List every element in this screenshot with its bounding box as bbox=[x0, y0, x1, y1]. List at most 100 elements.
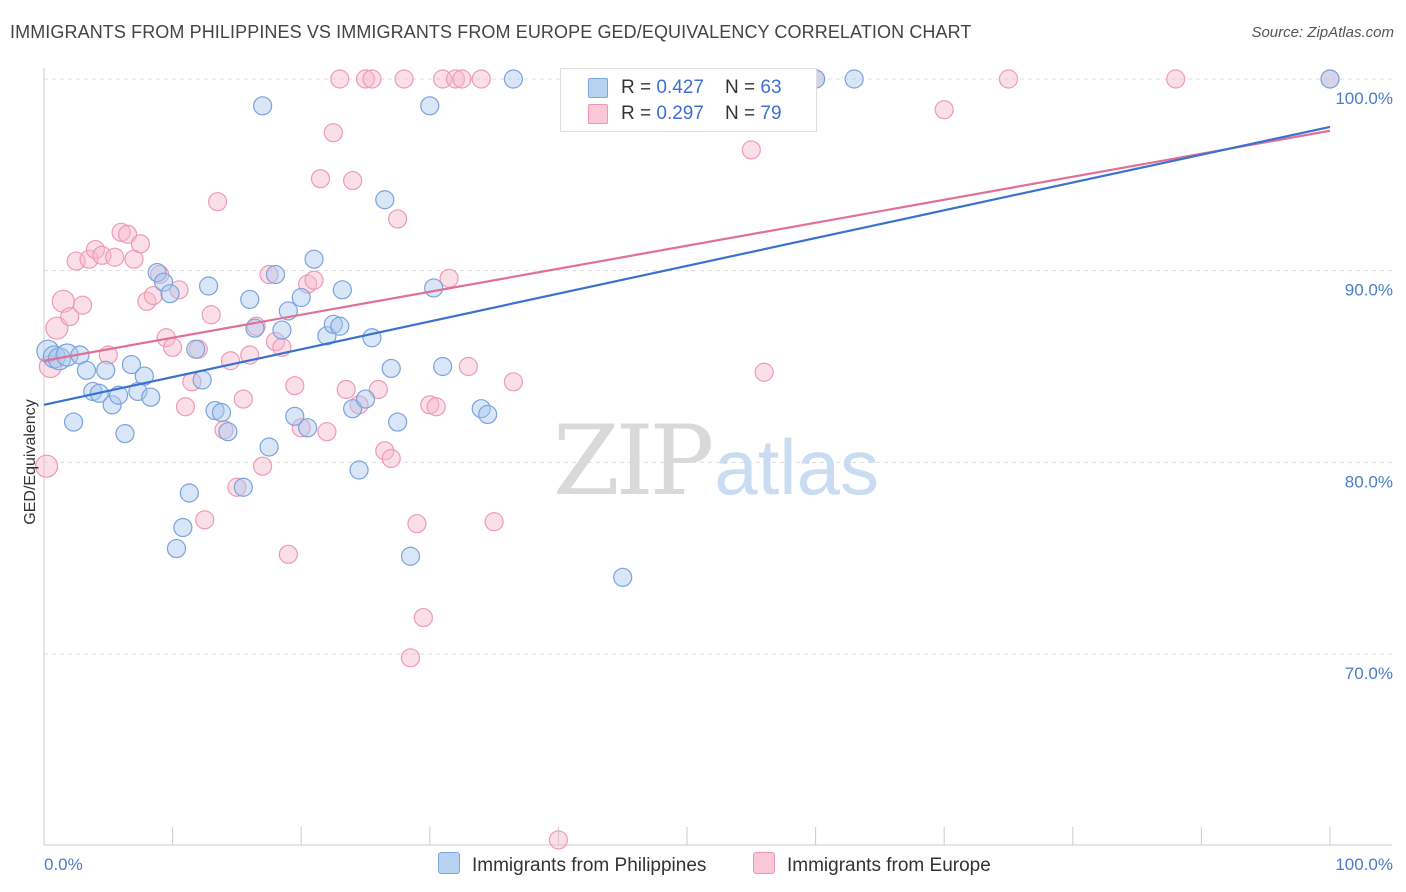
n-label: N = bbox=[725, 103, 761, 124]
philippines-point bbox=[420, 96, 440, 116]
y-tick-label: 90.0% bbox=[1345, 281, 1393, 300]
philippines-point bbox=[166, 538, 187, 559]
chart-title: IMMIGRANTS FROM PHILIPPINES VS IMMIGRANT… bbox=[10, 22, 972, 42]
europe-point bbox=[304, 270, 324, 290]
europe-point bbox=[105, 247, 125, 267]
bottom-legend-philippines: Immigrants from Philippines bbox=[438, 852, 706, 877]
europe-swatch bbox=[753, 852, 775, 874]
philippines-point bbox=[153, 272, 174, 292]
philippines-point bbox=[298, 418, 318, 438]
r-label: R = bbox=[621, 103, 657, 124]
philippines-point bbox=[332, 280, 352, 300]
philippines-point bbox=[272, 320, 292, 340]
philippines-swatch bbox=[438, 852, 460, 874]
trend-lines bbox=[43, 125, 1331, 406]
philippines-point bbox=[362, 328, 382, 348]
europe-point bbox=[163, 337, 183, 357]
philippines-point bbox=[503, 69, 523, 89]
philippines-point bbox=[285, 406, 305, 426]
bottom-legend-europe: Immigrants from Europe bbox=[753, 852, 991, 877]
philippines-trend-line bbox=[43, 125, 1331, 406]
europe-point bbox=[317, 422, 337, 442]
europe-point bbox=[310, 169, 331, 189]
philippines-point bbox=[186, 339, 206, 359]
europe-point bbox=[388, 209, 408, 229]
europe-point bbox=[407, 514, 427, 534]
watermark-zip: ZIP bbox=[553, 405, 714, 517]
europe-point bbox=[208, 192, 228, 212]
grid-lines bbox=[44, 78, 1392, 655]
europe-point bbox=[60, 307, 80, 327]
europe-point bbox=[259, 264, 279, 285]
philippines-point bbox=[478, 404, 498, 425]
philippines-point bbox=[141, 387, 161, 407]
europe-point bbox=[175, 397, 196, 417]
europe-point bbox=[285, 376, 305, 396]
philippines-point bbox=[259, 437, 279, 457]
europe-point bbox=[413, 607, 433, 628]
europe-swatch bbox=[588, 104, 608, 124]
europe-point bbox=[400, 648, 421, 668]
philippines-point bbox=[330, 316, 350, 336]
europe-point bbox=[343, 170, 363, 191]
europe-point bbox=[117, 224, 138, 244]
n-label: N = bbox=[725, 77, 761, 98]
europe-point bbox=[445, 69, 466, 89]
philippines-point bbox=[179, 483, 199, 503]
europe-point bbox=[439, 268, 459, 288]
europe-point bbox=[548, 830, 569, 850]
europe-point bbox=[336, 379, 356, 400]
y-tick-label: 100.0% bbox=[1335, 89, 1393, 108]
philippines-point bbox=[240, 289, 260, 310]
europe-point bbox=[381, 448, 401, 469]
europe-point bbox=[362, 69, 382, 89]
europe-point bbox=[220, 351, 241, 371]
source-label: Source: ZipAtlas.com bbox=[1251, 24, 1394, 41]
x-tick-label-max: 100.0% bbox=[1335, 855, 1393, 874]
x-tick-label-min: 0.0% bbox=[44, 855, 83, 874]
philippines-point bbox=[199, 276, 219, 296]
europe-point bbox=[233, 389, 253, 409]
europe-point bbox=[130, 234, 151, 254]
philippines-point bbox=[63, 412, 84, 432]
philippines-point bbox=[218, 422, 238, 442]
y-tick-label: 70.0% bbox=[1345, 664, 1393, 683]
europe-trend-line bbox=[43, 129, 1331, 362]
r-value: 0.297 bbox=[656, 103, 704, 124]
legend: R = 0.427 N = 63 R = 0.297 N = 79 bbox=[560, 68, 817, 132]
philippines-point bbox=[343, 399, 363, 419]
philippines-point bbox=[433, 356, 453, 377]
philippines-point bbox=[173, 517, 193, 538]
axes bbox=[43, 68, 1392, 846]
philippines-swatch bbox=[588, 78, 608, 98]
bottom-legend-philippines-label: Immigrants from Philippines bbox=[472, 855, 707, 876]
europe-point bbox=[754, 362, 774, 382]
europe-point bbox=[471, 69, 491, 89]
y-axis-label: GED/Equivalency bbox=[22, 399, 39, 524]
europe-point bbox=[72, 295, 93, 315]
europe-point bbox=[201, 305, 221, 325]
philippines-point bbox=[76, 360, 97, 380]
europe-point bbox=[355, 69, 376, 89]
europe-point bbox=[143, 285, 163, 306]
y-tick-label: 80.0% bbox=[1345, 472, 1393, 491]
n-value: 63 bbox=[760, 77, 782, 98]
r-value: 0.427 bbox=[656, 77, 704, 98]
tick-labels: 70.0% 80.0% 90.0% 100.0% 0.0% 100.0% GED/Equiv… bbox=[22, 89, 1393, 874]
europe-point bbox=[34, 454, 59, 478]
legend-text-europe: R = 0.297 N = 79 bbox=[621, 103, 782, 125]
philippines-point bbox=[424, 278, 444, 298]
philippines-point bbox=[304, 249, 324, 269]
europe-point bbox=[330, 69, 350, 89]
europe-point bbox=[934, 100, 954, 120]
europe-point bbox=[195, 510, 215, 530]
europe-point bbox=[426, 397, 446, 417]
europe-point bbox=[253, 456, 273, 476]
philippines-point bbox=[317, 326, 337, 346]
europe-point bbox=[998, 69, 1019, 89]
philippines-point bbox=[291, 287, 311, 308]
philippines-point bbox=[381, 358, 401, 379]
r-label: R = bbox=[621, 77, 657, 98]
philippines-point bbox=[192, 370, 212, 390]
